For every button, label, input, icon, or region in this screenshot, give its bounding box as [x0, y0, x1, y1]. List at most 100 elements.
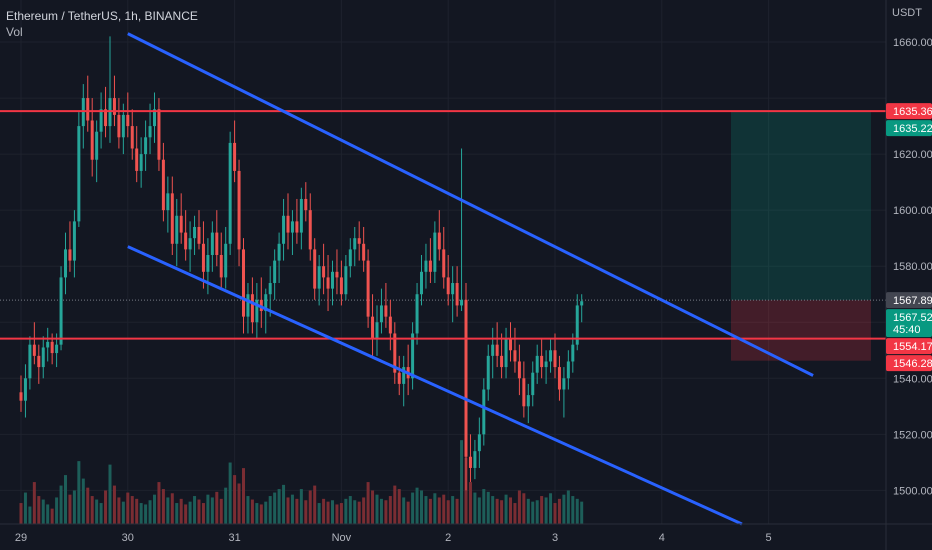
volume-bar [473, 492, 477, 524]
volume-bar [282, 484, 286, 524]
candle-body [255, 299, 259, 323]
candle [509, 322, 512, 362]
candle-body [90, 120, 94, 160]
candle [357, 221, 361, 261]
candle-body [335, 271, 339, 278]
candle-body [286, 215, 290, 233]
volume-bar [112, 485, 116, 524]
candle [295, 198, 299, 244]
volume-bar [437, 497, 441, 524]
volume-indicator-label[interactable]: Vol [6, 25, 23, 39]
candle [72, 210, 76, 278]
candle-body [571, 344, 575, 362]
candle [522, 361, 526, 418]
candle [233, 120, 237, 183]
candle [549, 339, 553, 373]
candle-body [95, 131, 99, 160]
channel-lower-line [127, 245, 743, 526]
candle [348, 238, 352, 278]
candle-body [104, 109, 108, 127]
candle-body [397, 372, 401, 384]
price-tag: 1546.28 [886, 355, 932, 372]
candle [277, 232, 281, 284]
price-axis-background[interactable] [886, 0, 932, 550]
candle-body [562, 378, 566, 390]
candle [486, 344, 490, 401]
price-tag-label: 1554.17 [893, 341, 932, 353]
price-tag: 1567.89 [886, 292, 932, 309]
time-axis-ticks[interactable]: 29 30 31 Nov 2 3 4 5 [15, 532, 772, 544]
candle-body [433, 232, 437, 272]
candle-body [402, 367, 406, 384]
candle-body [322, 266, 326, 278]
volume-bar [420, 490, 423, 524]
candle-body [344, 266, 348, 295]
candle-body [170, 193, 174, 244]
long-position-tool[interactable] [0, 111, 886, 361]
candle-body [326, 277, 330, 289]
candle [540, 339, 544, 379]
candle [491, 327, 495, 379]
price-tag-label: 1567.89 [893, 295, 932, 307]
volume-bar [415, 487, 419, 524]
candle [104, 86, 108, 138]
candle [517, 344, 521, 396]
candle-body [224, 243, 228, 278]
volume-bar [59, 485, 63, 524]
candle-body [304, 198, 308, 211]
candle-body [193, 226, 197, 239]
candle-body [500, 355, 504, 368]
volume-bar [77, 461, 81, 524]
channel-trendlines[interactable] [127, 32, 814, 526]
candle-body [460, 299, 464, 306]
candle [531, 361, 535, 407]
volume-bar [290, 494, 294, 524]
candle-body [237, 170, 241, 250]
candle-body [277, 243, 281, 261]
candle [273, 249, 277, 300]
candle [580, 294, 584, 323]
candle [366, 249, 370, 328]
candle-body [139, 154, 143, 171]
candle-body [295, 221, 299, 233]
candle [460, 148, 464, 312]
candle-body [455, 283, 459, 306]
candle-body [575, 305, 579, 345]
candle [371, 294, 375, 356]
candle-body [513, 350, 517, 362]
price-tag-background [886, 292, 932, 309]
candle [228, 131, 232, 255]
candle [46, 327, 50, 362]
volume-bar [553, 503, 557, 524]
volume-bar [308, 490, 312, 524]
candle-body [353, 238, 357, 250]
price-tick-label: 1500.00 [893, 485, 932, 497]
volume-bar [259, 504, 263, 524]
volume-bar [215, 491, 219, 524]
candle-body [415, 294, 419, 334]
candle-body [393, 333, 397, 373]
volume-bar [371, 490, 375, 524]
candle-body [557, 367, 561, 390]
price-tick-label: 1620.00 [893, 149, 932, 161]
candle [451, 266, 455, 323]
candle-body [46, 341, 50, 348]
candle-body [86, 98, 90, 121]
symbol-title[interactable]: Ethereum / TetherUS, 1h, BINANCE [6, 9, 198, 23]
volume-bar [379, 498, 383, 524]
candle [557, 355, 561, 401]
candle [153, 92, 156, 143]
candle-body [388, 316, 392, 334]
volume-bar [397, 489, 401, 524]
candle-body [535, 355, 539, 373]
candle [393, 322, 397, 384]
candle [255, 283, 259, 340]
candle [32, 322, 36, 365]
candle-body [206, 254, 210, 272]
candle-body [468, 456, 472, 468]
time-tick-label: 30 [122, 532, 134, 544]
price-tag-label: 1635.36 [893, 106, 932, 118]
candle [379, 288, 383, 334]
time-tick-label: 3 [552, 532, 558, 544]
